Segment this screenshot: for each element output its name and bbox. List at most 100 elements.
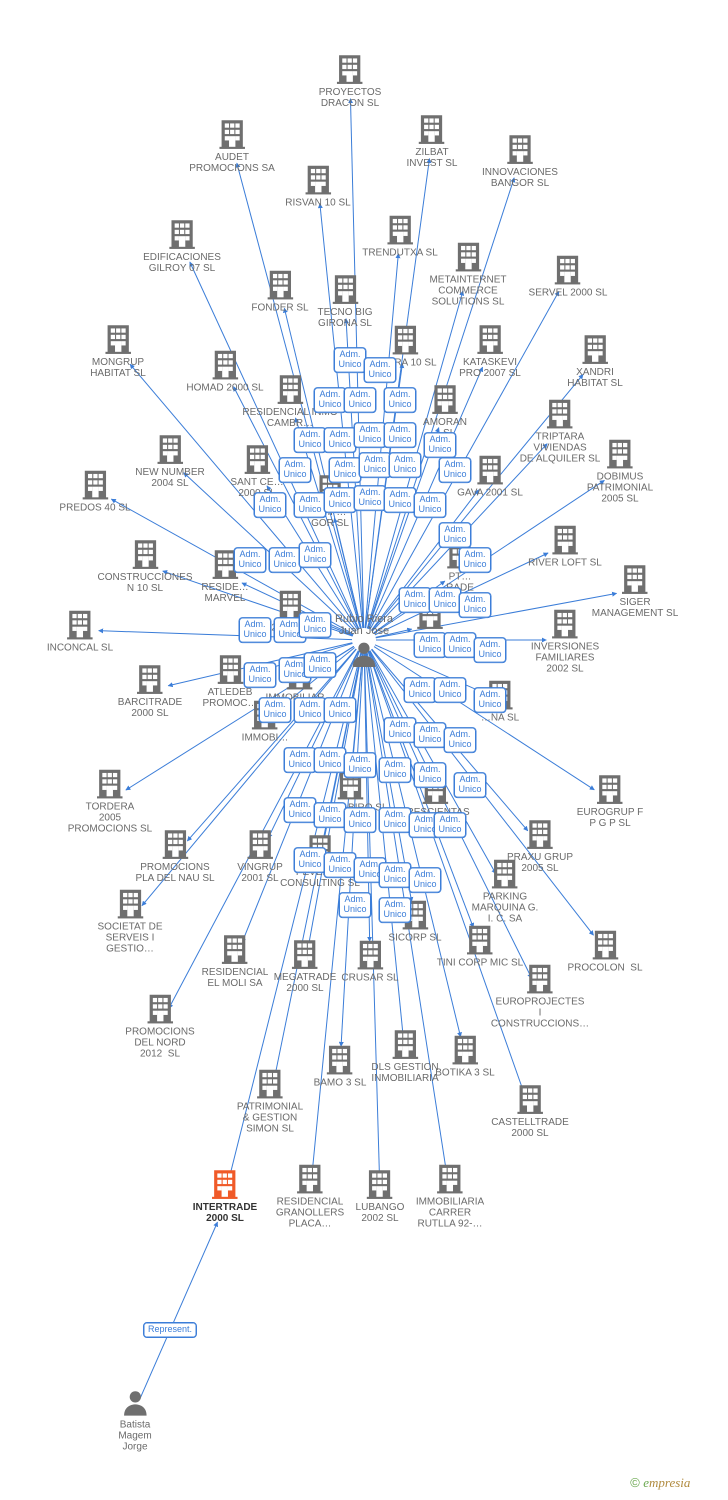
company-node[interactable]: RESIDENCIAL EL MOLI SA (202, 931, 269, 989)
edge-label-adm-unico: Adm. Unico (333, 347, 366, 373)
company-node[interactable]: EDIFICACIONES GILROY 07 SL (143, 216, 221, 274)
edge-label-adm-unico: Adm. Unico (378, 862, 411, 888)
node-label: RISVAN 10 SL (285, 198, 350, 209)
node-label: IMMOBI… (242, 733, 289, 744)
node-label: ZILBAT INVEST SL (407, 147, 458, 169)
edge-label-adm-unico: Adm. Unico (323, 852, 356, 878)
watermark: © empresia (630, 1475, 690, 1491)
company-node[interactable]: NEW NUMBER 2004 SL (135, 431, 204, 489)
edge-label-adm-unico: Adm. Unico (353, 485, 386, 511)
company-node[interactable]: IMMOBILIARIA CARRER RUTLLA 92-… (416, 1161, 484, 1230)
edge-label-adm-unico: Adm. Unico (433, 812, 466, 838)
building-icon (593, 771, 627, 805)
building-icon (240, 441, 274, 475)
company-node[interactable]: TECNO BIG GIRONA SL (317, 271, 372, 329)
company-node-highlight[interactable]: INTERTRADE 2000 SL (193, 1166, 257, 1224)
company-node[interactable]: AMORAN SL (423, 381, 467, 439)
company-node[interactable]: EUROGRUP F P G P SL (577, 771, 644, 829)
node-label: IMMOBILIARIA CARRER RUTLLA 92-… (416, 1197, 484, 1230)
company-node[interactable]: PATRIMONIAL & GESTION SIMON SL (237, 1066, 303, 1135)
edge-label-adm-unico: Adm. Unico (383, 387, 416, 413)
node-label: XANDRI HABITAT SL (567, 367, 623, 389)
person-node[interactable]: Batista Magem Jorge (118, 1388, 151, 1453)
node-label: DOBIMUS PATRIMONIAL 2005 SL (587, 472, 653, 505)
company-node[interactable]: CASTELLTRADE 2000 SL (491, 1081, 569, 1139)
company-node[interactable]: MEGATRADE 2000 SL (274, 936, 337, 994)
company-node[interactable]: SOCIETAT DE SERVEIS I GESTIO… (97, 886, 162, 955)
building-icon (353, 937, 387, 971)
building-icon (463, 922, 497, 956)
edge-line (140, 1222, 218, 1399)
company-node[interactable]: INCONCAL SL (47, 607, 113, 654)
company-node[interactable]: RISVAN 10 SL (285, 162, 350, 209)
company-node[interactable]: TORDERA 2005 PROMOCIONS SL (68, 766, 152, 835)
building-icon (588, 927, 622, 961)
company-node[interactable]: EUROPROJECTES I CONSTRUCCIONS… (491, 961, 589, 1030)
building-icon (428, 381, 462, 415)
edge-label-adm-unico: Adm. Unico (358, 452, 391, 478)
edge-label-adm-unico: Adm. Unico (413, 762, 446, 788)
node-label: SIGER MANAGEMENT SL (592, 597, 679, 619)
center-person[interactable]: Rubio Riera Juan Jose (335, 611, 393, 669)
node-label: EUROPROJECTES I CONSTRUCCIONS… (491, 997, 589, 1030)
node-label: PATRIMONIAL & GESTION SIMON SL (237, 1102, 303, 1135)
edge-label-adm-unico: Adm. Unico (283, 747, 316, 773)
company-node[interactable]: PROYECTOS DRACON SL (319, 51, 382, 109)
node-label: CONSTRUCCIONES N 10 SL (97, 572, 192, 594)
node-label: PROMOCIONS DEL NORD 2012 SL (125, 1027, 194, 1060)
edge-label-adm-unico: Adm. Unico (298, 612, 331, 638)
company-node[interactable]: RESIDENCIAL GRANOLLERS PLACA… (276, 1161, 344, 1230)
building-icon (78, 467, 112, 501)
company-node[interactable]: BOTIKA 3 SL (435, 1032, 494, 1079)
edge-label-adm-unico: Adm. Unico (433, 677, 466, 703)
edge-label-adm-unico: Adm. Unico (398, 587, 431, 613)
company-node[interactable]: SANT CE… 2000 SL (230, 441, 283, 499)
node-label: DLS GESTION INMOBILIARIA (371, 1062, 438, 1084)
company-node[interactable]: ZILBAT INVEST SL (407, 111, 458, 169)
company-node[interactable]: PARKING MARQUINA G. I. C. SA (472, 856, 539, 925)
edge-label-adm-unico: Adm. Unico (403, 677, 436, 703)
company-node[interactable]: VINGRUP 2001 SL (237, 826, 283, 884)
company-node[interactable]: KATASKEVI PRO 2007 SL (459, 321, 521, 379)
node-label: VINGRUP 2001 SL (237, 862, 283, 884)
node-label: EDIFICACIONES GILROY 07 SL (143, 252, 221, 274)
company-node[interactable]: LUBANGO 2002 SL (356, 1166, 405, 1224)
node-label: INTERTRADE 2000 SL (193, 1202, 257, 1224)
company-node[interactable]: XANDRI HABITAT SL (567, 331, 623, 389)
node-label: Batista Magem Jorge (118, 1420, 151, 1453)
company-node[interactable]: PREDOS 40 SL (59, 467, 130, 514)
company-node[interactable]: METAINTERNET COMMERCE SOLUTIONS SL (429, 239, 506, 308)
building-icon (328, 271, 362, 305)
company-node[interactable]: PROMOCIONS PLA DEL NAU SL (135, 826, 214, 884)
company-node[interactable]: CRUSAR SL (341, 937, 398, 984)
company-node[interactable]: BAMO 3 SL (314, 1042, 367, 1089)
edge-label-adm-unico: Adm. Unico (238, 617, 271, 643)
company-node[interactable]: BARCITRADE 2000 SL (118, 661, 182, 719)
company-node[interactable]: AUDET PROMOCIONS SA (189, 116, 275, 174)
company-node[interactable]: INVERSIONES FAMILIARES 2002 SL (531, 606, 599, 675)
building-icon (288, 936, 322, 970)
building-icon (473, 452, 507, 486)
edge-label-adm-unico: Adm. Unico (328, 457, 361, 483)
node-label: NEW NUMBER 2004 SL (135, 467, 204, 489)
building-icon (543, 396, 577, 430)
company-node[interactable]: CONSTRUCCIONES N 10 SL (97, 536, 192, 594)
node-label: KATASKEVI PRO 2007 SL (459, 357, 521, 379)
building-icon (333, 51, 367, 85)
building-icon (215, 116, 249, 150)
company-node[interactable]: TRENDUTXA SL (362, 212, 438, 259)
company-node[interactable]: INNOVACIONES BANGOR SL (482, 131, 558, 189)
company-node[interactable]: SIGER MANAGEMENT SL (592, 561, 679, 619)
building-icon (93, 766, 127, 800)
company-node[interactable]: DLS GESTION INMOBILIARIA (371, 1026, 438, 1084)
edge-label-adm-unico: Adm. Unico (283, 797, 316, 823)
building-icon (63, 607, 97, 641)
company-node[interactable]: MONGRUP HABITAT SL (90, 321, 146, 379)
company-node[interactable]: DOBIMUS PATRIMONIAL 2005 SL (587, 436, 653, 505)
building-icon (473, 321, 507, 355)
company-node[interactable]: FONDER SL (251, 267, 308, 314)
building-icon (133, 661, 167, 695)
company-node[interactable]: PROMOCIONS DEL NORD 2012 SL (125, 991, 194, 1060)
node-label: PREDOS 40 SL (59, 503, 130, 514)
company-node[interactable]: SERVEL 2000 SL (529, 252, 608, 299)
